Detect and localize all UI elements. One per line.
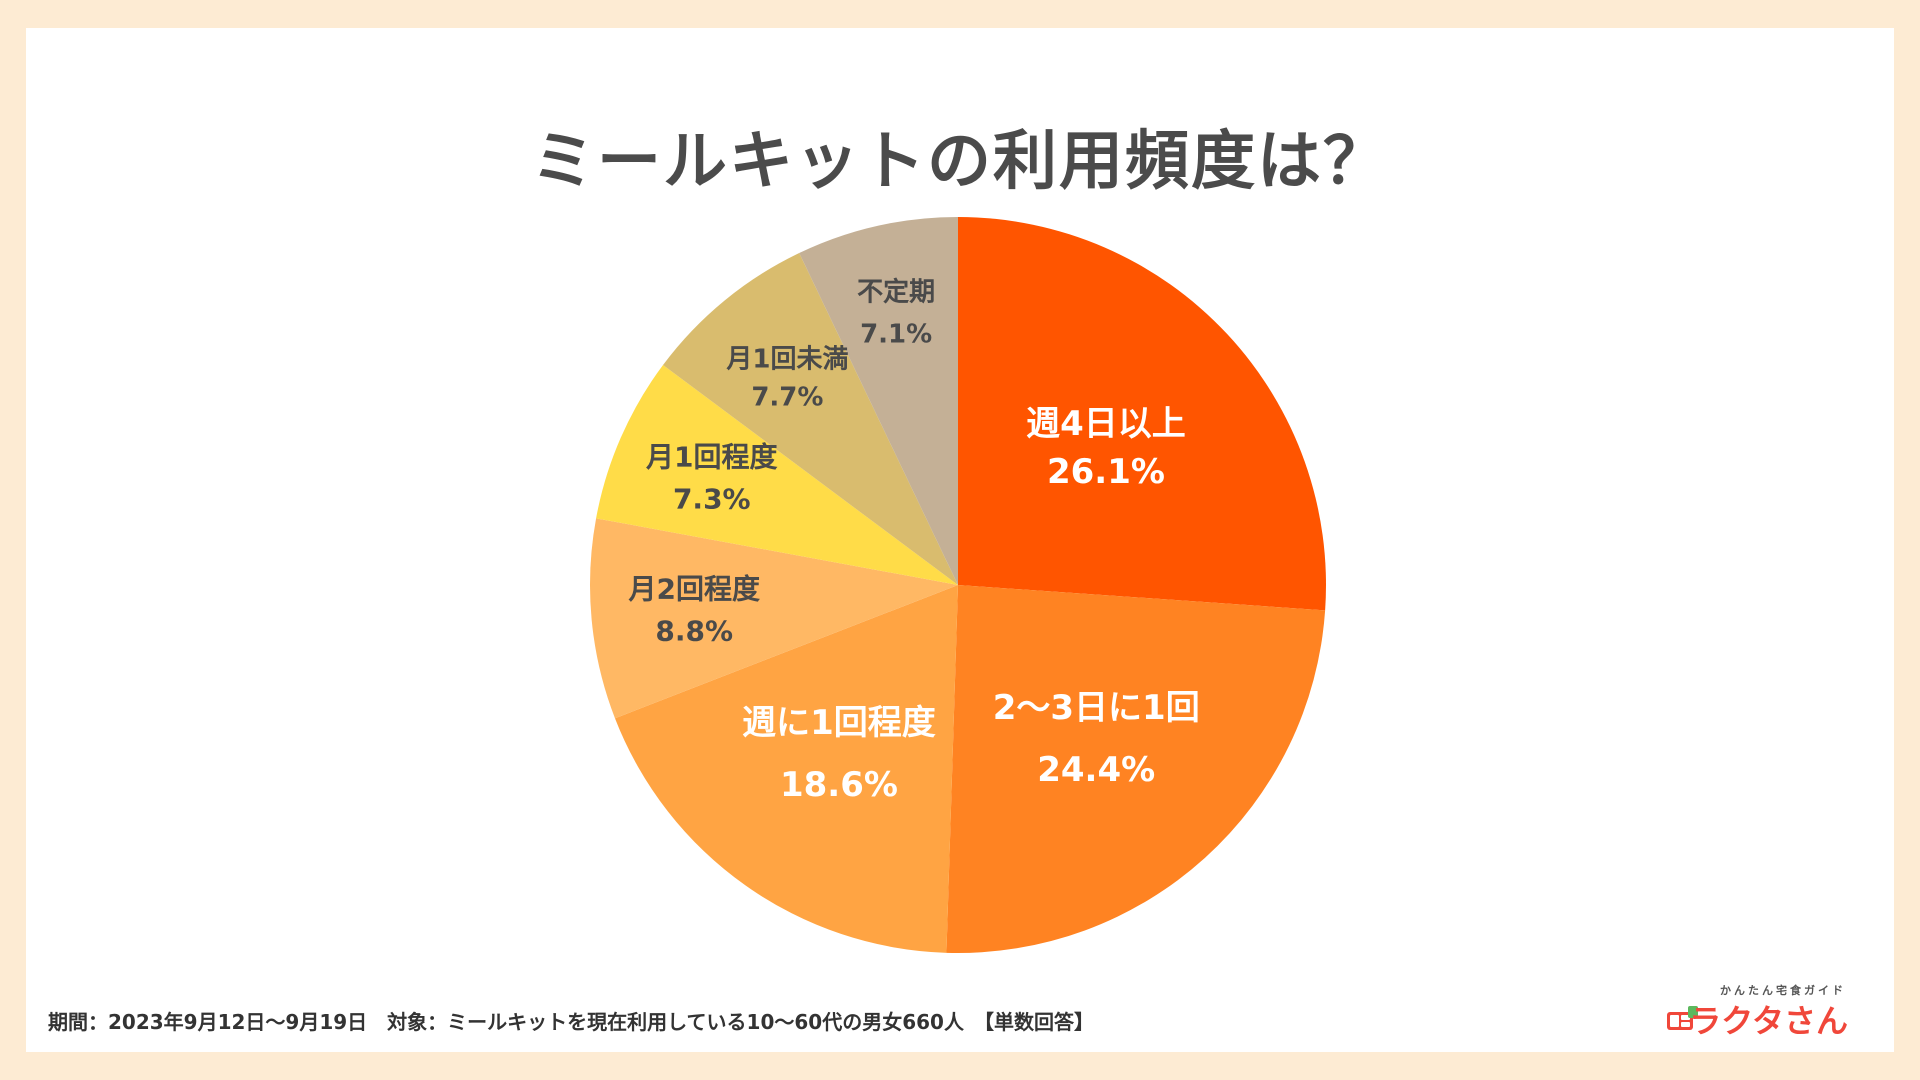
slice-value-label-1: 26.1%: [1047, 452, 1165, 492]
logo-tagline: かんたん宅食ガイド: [1720, 984, 1846, 997]
slice-value-label-5: 7.3%: [673, 482, 751, 515]
pie-slice-1: [958, 217, 1326, 611]
pie-slice-2: [946, 585, 1326, 953]
logo-name: ラクタさん: [1689, 1002, 1848, 1040]
slice-category-label-5: 月1回程度: [645, 440, 777, 473]
slice-category-label-1: 週4日以上: [1026, 404, 1186, 444]
slice-category-label-6: 月1回未満: [725, 345, 848, 375]
slice-value-label-7: 7.1%: [860, 319, 932, 349]
pie-slice-5: [596, 364, 958, 585]
chart-title: ミールキットの利用頻度は？: [531, 125, 1389, 199]
pie-slice-3: [614, 585, 958, 953]
slice-value-label-6: 7.7%: [751, 383, 823, 413]
brand-logo[interactable]: かんたん宅食ガイド ラクタさん: [1654, 978, 1854, 1040]
slice-value-label-4: 8.8%: [655, 615, 733, 648]
slice-value-label-3: 18.6%: [780, 765, 898, 805]
slice-category-label-4: 月2回程度: [627, 573, 759, 606]
slice-category-label-2: 2〜3日に1回: [993, 688, 1200, 728]
chart-card: ミールキットの利用頻度は？ 週4日以上 26.1% 2〜3日に1回 24.4% 週に1回…: [26, 28, 1894, 1052]
survey-footnote: 期間：2023年9月12日〜9月19日 対象：ミールキットを現在利用している10…: [48, 1010, 1094, 1034]
slice-category-label-7: 不定期: [857, 276, 935, 307]
pie-chart: 週4日以上 26.1% 2〜3日に1回 24.4% 週に1回程度 18.6% 月2回程度 8.…: [590, 217, 1326, 953]
slice-category-label-3: 週に1回程度: [742, 703, 936, 743]
pie-slice-7: [799, 217, 958, 585]
pie-slice-4: [590, 518, 958, 719]
lunchbox-icon: [1667, 1006, 1698, 1030]
slice-value-label-2: 24.4%: [1037, 750, 1155, 790]
pie-slice-6: [663, 253, 958, 585]
